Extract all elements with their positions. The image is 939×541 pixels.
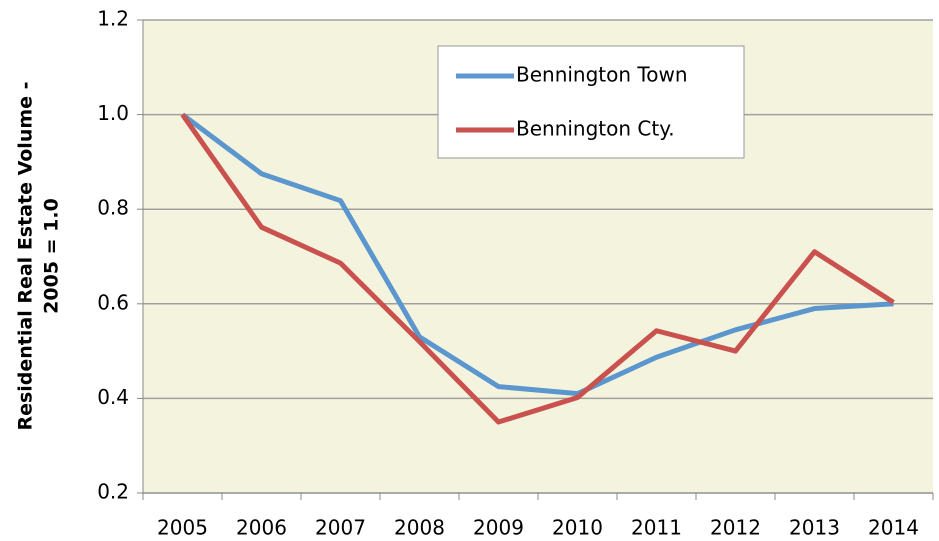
x-tick-label: 2014 [868, 516, 919, 540]
series-line [180, 113, 895, 425]
x-tick-label: 2010 [552, 516, 603, 540]
x-tick-label: 2006 [236, 516, 287, 540]
y-tick-label: 1.0 [97, 101, 129, 125]
y-tick-label: 0.6 [97, 290, 129, 314]
y-axis-label-line: 2005 = 1.0 [41, 198, 63, 314]
x-tick-label: 2012 [710, 516, 761, 540]
x-tick-label: 2009 [473, 516, 524, 540]
x-tick-label: 2008 [394, 516, 445, 540]
legend-label: Bennington Cty. [516, 117, 675, 141]
series-line [181, 112, 894, 397]
y-tick-label: 0.2 [97, 480, 129, 504]
legend-box [437, 45, 745, 159]
y-tick-label: 0.8 [97, 196, 129, 220]
y-tick-label: 1.2 [97, 7, 129, 31]
y-axis-label: Residential Real Estate Volume - 2005 = … [15, 81, 63, 430]
y-axis-label-line: Residential Real Estate Volume - [15, 81, 37, 430]
y-tick-label: 0.4 [97, 385, 129, 409]
legend-label: Bennington Town [516, 63, 688, 87]
x-tick-label: 2013 [789, 516, 840, 540]
x-tick-label: 2011 [631, 516, 682, 540]
x-tick-label: 2005 [157, 516, 208, 540]
x-tick-label: 2007 [315, 516, 366, 540]
